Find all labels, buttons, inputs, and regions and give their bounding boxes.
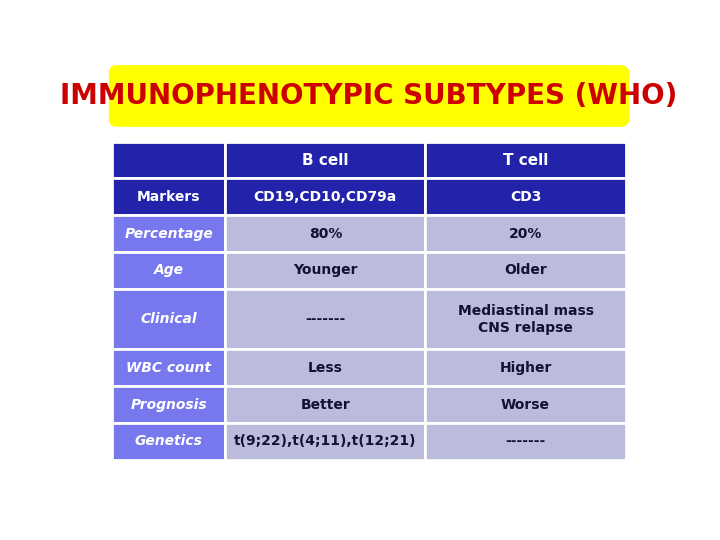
Text: Mediastinal mass
CNS relapse: Mediastinal mass CNS relapse [458, 303, 593, 335]
Bar [112, 423, 225, 460]
Bar [112, 386, 225, 423]
Bar [112, 215, 225, 252]
Text: Better: Better [300, 397, 350, 411]
Bar [112, 252, 225, 289]
Text: Older: Older [504, 264, 547, 278]
FancyBboxPatch shape [109, 66, 629, 126]
Text: Genetics: Genetics [135, 434, 203, 448]
Text: WBC count: WBC count [126, 361, 211, 375]
Text: Worse: Worse [501, 397, 550, 411]
Text: CD19,CD10,CD79a: CD19,CD10,CD79a [253, 190, 397, 204]
Bar [112, 141, 225, 179]
Bar [112, 289, 225, 349]
Text: 20%: 20% [509, 227, 542, 241]
Bar [426, 289, 626, 349]
Text: t(9;22),t(4;11),t(12;21): t(9;22),t(4;11),t(12;21) [234, 434, 417, 448]
Text: T cell: T cell [503, 153, 548, 167]
Bar [426, 141, 626, 179]
Text: CD3: CD3 [510, 190, 541, 204]
Bar [225, 141, 426, 179]
Bar [225, 179, 426, 215]
Bar [426, 349, 626, 386]
Text: Markers: Markers [137, 190, 201, 204]
Bar [426, 252, 626, 289]
Text: Age: Age [154, 264, 184, 278]
Bar [426, 386, 626, 423]
Text: Younger: Younger [293, 264, 358, 278]
Bar [426, 179, 626, 215]
Text: B cell: B cell [302, 153, 348, 167]
Text: Prognosis: Prognosis [130, 397, 207, 411]
Text: -------: ------- [505, 434, 546, 448]
Bar [225, 252, 426, 289]
Text: IMMUNOPHENOTYPIC SUBTYPES (WHO): IMMUNOPHENOTYPIC SUBTYPES (WHO) [60, 82, 678, 110]
Bar [426, 423, 626, 460]
Text: -------: ------- [305, 312, 346, 326]
Bar [225, 349, 426, 386]
Bar [225, 289, 426, 349]
Text: Higher: Higher [500, 361, 552, 375]
Text: Less: Less [308, 361, 343, 375]
Bar [225, 423, 426, 460]
Text: Clinical: Clinical [140, 312, 197, 326]
Bar [426, 215, 626, 252]
Bar [112, 179, 225, 215]
Bar [225, 215, 426, 252]
Text: Percentage: Percentage [125, 227, 213, 241]
Bar [225, 386, 426, 423]
Bar [112, 349, 225, 386]
Text: 80%: 80% [309, 227, 342, 241]
